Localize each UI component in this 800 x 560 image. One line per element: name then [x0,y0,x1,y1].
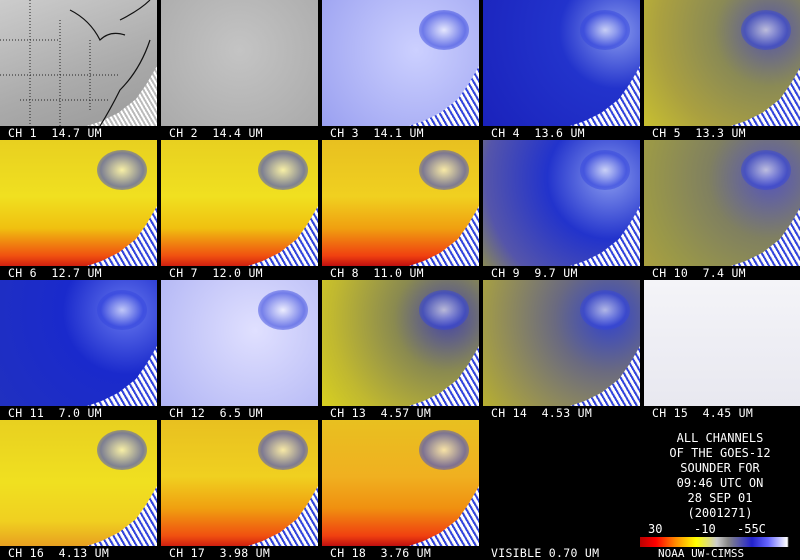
channel-image [161,420,318,546]
coast-texture [248,206,318,266]
coast-texture [87,206,157,266]
channel-image [0,140,157,266]
info-line: SOUNDER FOR [680,461,760,475]
coast-texture [87,486,157,546]
channel-image [322,140,479,266]
channel-label: CH 13 4.57 UM [330,406,432,420]
info-line: ALL CHANNELS [676,431,764,445]
cloud [97,150,147,190]
info-line: 09:46 UTC ON [676,476,764,490]
channel-label: CH 1 14.7 UM [8,126,102,140]
coast-texture [731,206,800,266]
channel-label: CH 14 4.53 UM [491,406,593,420]
channel-label: CH 9 9.7 UM [491,266,578,280]
map-lines [0,0,151,126]
channel-label: CH 2 14.4 UM [169,126,263,140]
channel-label: CH 6 12.7 UM [8,266,102,280]
cloud [580,290,630,330]
channel-image [483,420,640,546]
channel-label: CH 17 3.98 UM [169,546,271,560]
channel-image [0,420,157,546]
channel-image [161,0,318,126]
info-line: 28 SEP 01 [687,491,753,505]
channel-image [322,280,479,406]
channel-label: CH 5 13.3 UM [652,126,746,140]
channel-image [483,0,640,126]
channel-label: CH 16 4.13 UM [8,546,110,560]
cloud [741,10,791,50]
cloud [419,290,469,330]
coast-texture [409,66,479,126]
cloud [741,150,791,190]
cloud [419,430,469,470]
coast-texture [248,486,318,546]
scale-label: -10 [694,522,716,536]
cloud [258,10,308,50]
channel-image [0,0,157,126]
channel-label: CH 4 13.6 UM [491,126,585,140]
coast-texture [570,66,640,126]
scale-label: 30 [648,522,663,536]
coast-texture [87,346,157,406]
coast-texture [570,206,640,266]
channel-label: CH 10 7.4 UM [652,266,746,280]
channel-image [644,140,800,266]
cloud [258,150,308,190]
channel-label: CH 7 12.0 UM [169,266,263,280]
channel-label: CH 11 7.0 UM [8,406,102,420]
channel-image [483,280,640,406]
channel-image [644,280,800,406]
coast-texture [409,346,479,406]
channel-label: CH 3 14.1 UM [330,126,424,140]
color-scale [640,537,800,547]
cloud [580,10,630,50]
channel-image [161,140,318,266]
credit: NOAA UW-CIMSS [658,547,745,560]
cloud [419,10,469,50]
cloud [258,430,308,470]
info-line: (2001271) [687,506,753,520]
channel-label: CH 15 4.45 UM [652,406,754,420]
coast-texture [409,206,479,266]
channel-image [644,0,800,126]
channel-image [0,280,157,406]
channel-label: CH 12 6.5 UM [169,406,263,420]
channel-label: VISIBLE 0.70 UM [491,546,600,560]
coast-texture [731,66,800,126]
info-line: OF THE GOES-12 [669,446,771,460]
channel-label: CH 8 11.0 UM [330,266,424,280]
cloud [97,290,147,330]
channel-image [161,280,318,406]
cloud [741,290,791,330]
coast-texture [409,486,479,546]
coast-texture [570,346,640,406]
channel-image [322,420,479,546]
cloud [258,290,308,330]
channel-image [322,0,479,126]
cloud [580,150,630,190]
scale-label: -55C [737,522,766,536]
cloud [419,150,469,190]
channel-label: CH 18 3.76 UM [330,546,432,560]
cloud [97,430,147,470]
channel-image [483,140,640,266]
